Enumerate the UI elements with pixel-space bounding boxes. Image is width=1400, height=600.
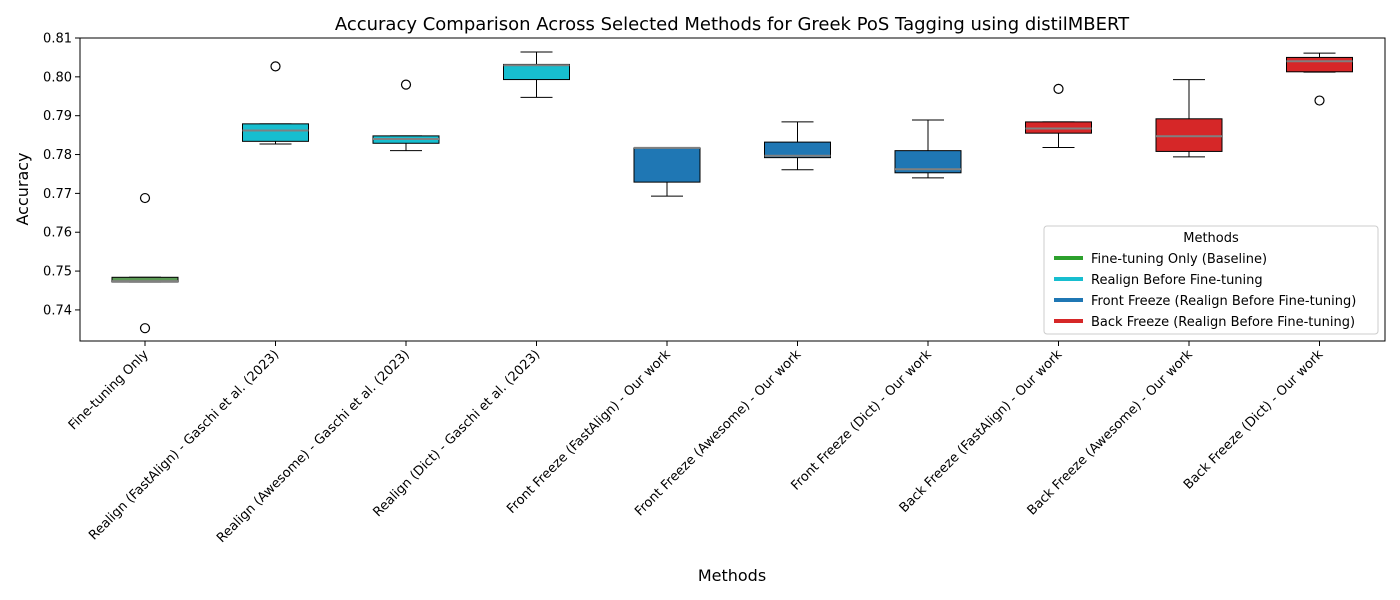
box-body <box>503 63 570 81</box>
outlier-point <box>139 323 151 334</box>
box-body <box>1286 56 1353 73</box>
legend-entry-label: Front Freeze (Realign Before Fine-tuning… <box>1091 294 1356 309</box>
chart-title: Accuracy Comparison Across Selected Meth… <box>335 14 1130 35</box>
box-8 <box>1025 83 1092 149</box>
box-body <box>894 150 962 174</box>
y-tick-label: 0.80 <box>43 70 72 85</box>
x-tick-label: Back Freeze (FastAlign) - Our work <box>897 347 1066 516</box>
plot-area <box>111 51 1353 334</box>
outlier-point <box>270 61 281 72</box>
y-tick-label: 0.79 <box>43 109 72 124</box>
box-body <box>633 147 701 183</box>
x-tick-label: Front Freeze (Dict) - Our work <box>789 347 936 494</box>
x-axis-label: Methods <box>698 566 766 585</box>
y-tick-label: 0.77 <box>43 187 72 202</box>
x-tick-label: Back Freeze (Dict) - Our work <box>1181 347 1327 493</box>
box-6 <box>764 121 831 171</box>
legend-title: Methods <box>1183 231 1239 246</box>
box-5 <box>633 146 701 197</box>
y-axis-label: Accuracy <box>13 152 32 225</box>
outlier-point <box>1314 95 1325 106</box>
box-9 <box>1155 79 1223 158</box>
legend-entry-label: Fine-tuning Only (Baseline) <box>1091 252 1267 267</box>
legend-frame <box>1043 225 1379 335</box>
box-4 <box>503 51 570 98</box>
box-10 <box>1286 52 1353 106</box>
box-3 <box>372 79 440 152</box>
box-body <box>764 141 831 159</box>
outlier-point <box>400 79 412 90</box>
outlier-point <box>139 192 151 204</box>
outlier-point <box>1053 83 1064 94</box>
legend: Methods Fine-tuning Only (Baseline) Reali… <box>1043 225 1379 335</box>
legend-entry-label: Back Freeze (Realign Before Fine-tuning) <box>1091 315 1355 330</box>
box-2 <box>242 61 309 145</box>
box-body <box>242 123 309 142</box>
box-body <box>1155 118 1223 152</box>
y-tick-label: 0.81 <box>43 32 72 47</box>
y-tick-label: 0.78 <box>43 148 72 163</box>
box-1 <box>111 192 179 334</box>
box-7 <box>894 119 962 179</box>
plot-frame <box>79 37 1386 342</box>
legend-entry-label: Realign Before Fine-tuning <box>1091 273 1263 288</box>
y-tick-label: 0.74 <box>43 303 72 318</box>
x-tick-label: Fine-tuning Only <box>66 347 152 433</box>
y-tick-label: 0.75 <box>43 265 72 280</box>
y-tick-label: 0.76 <box>43 226 72 241</box>
